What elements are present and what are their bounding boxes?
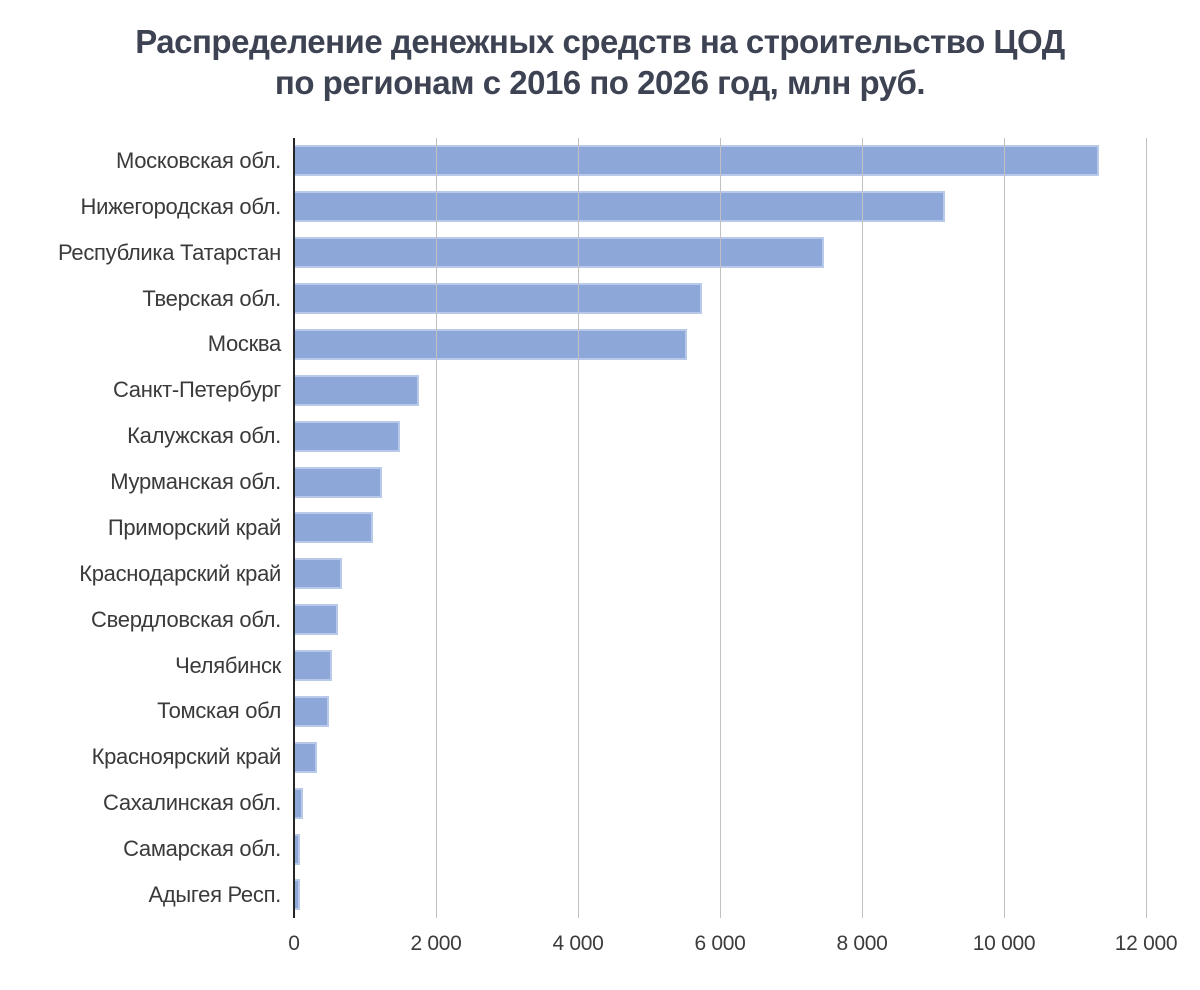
category-label: Томская обл: [157, 698, 281, 724]
value-axis: 0 2 000 4 000 6 000 8 000 10 000 12 000: [288, 932, 1177, 966]
bar-row: [294, 230, 1146, 276]
gridline: [1146, 138, 1147, 918]
bar: [294, 420, 400, 452]
plot-area: [293, 138, 1147, 918]
bar-row: [294, 551, 1146, 597]
category-label: Свердловская обл.: [91, 606, 281, 632]
bar-row: [294, 138, 1146, 184]
bar: [294, 650, 332, 682]
bar: [294, 145, 1100, 177]
gridline: [577, 138, 579, 918]
category-label: Мурманская обл.: [110, 469, 281, 495]
bar-row: [294, 780, 1146, 826]
gridline: [435, 138, 437, 918]
gridline: [861, 138, 863, 918]
bar-row: [294, 643, 1146, 689]
bar-row: [294, 689, 1146, 735]
bar: [294, 833, 301, 865]
category-axis: Московская обл. Нижегородская обл. Республ…: [0, 138, 281, 918]
category-label: Санкт-Петербург: [112, 377, 281, 403]
category-label: Московская обл.: [115, 147, 281, 173]
bar: [294, 191, 946, 223]
bar-row: [294, 413, 1146, 459]
category-label: Республика Татарстан: [57, 239, 281, 265]
bar-row: [294, 367, 1146, 413]
bar: [294, 374, 419, 406]
x-tick-label: 12 000: [1114, 932, 1178, 955]
x-tick-label: 6 000: [694, 932, 746, 955]
category-label: Тверская обл.: [142, 285, 281, 311]
category-label: Челябинск: [175, 652, 281, 678]
bar-series: [294, 138, 1146, 918]
chart-title-line1: Распределение денежных средств на строит…: [135, 23, 1065, 60]
bar: [294, 466, 383, 498]
x-tick-label: 0: [288, 932, 300, 955]
bar-row: [294, 276, 1146, 322]
category-label: Нижегородская обл.: [80, 193, 282, 219]
category-label: Сахалинская обл.: [103, 790, 281, 816]
bar-row: [294, 734, 1146, 780]
category-label: Москва: [207, 331, 282, 357]
x-tick-label: 10 000: [972, 932, 1036, 955]
category-label: Красноярский край: [91, 744, 282, 770]
bar: [294, 558, 342, 590]
bar-row: [294, 505, 1146, 551]
gridline: [720, 138, 721, 918]
bar: [294, 695, 330, 727]
category-label: Калужская обл.: [127, 423, 281, 449]
bar-row: [294, 597, 1146, 643]
bar: [294, 237, 824, 269]
bar: [294, 283, 703, 315]
bar-row: [294, 459, 1146, 505]
chart-title-line2: по регионам с 2016 по 2026 год, млн руб.: [274, 64, 926, 101]
bar-row: [294, 872, 1146, 918]
y-axis-line: [293, 138, 295, 918]
x-tick-label: 2 000: [410, 932, 462, 955]
chart-title: Распределение денежных средств на строит…: [0, 21, 1200, 103]
category-label: Самарская обл.: [123, 836, 281, 862]
bar-row: [294, 826, 1146, 872]
category-label: Краснодарский край: [79, 560, 281, 586]
bar: [294, 879, 300, 911]
x-tick-label: 4 000: [552, 932, 604, 955]
bar: [294, 741, 318, 773]
x-tick-label: 8 000: [836, 932, 888, 955]
bar-row: [294, 184, 1146, 230]
bar: [294, 604, 339, 636]
category-label: Адыгея Респ.: [148, 881, 282, 907]
bar: [294, 512, 373, 544]
bar-row: [294, 322, 1146, 368]
gridline: [1004, 138, 1005, 918]
bar: [294, 787, 303, 819]
bar: [294, 328, 687, 360]
category-label: Приморский край: [107, 514, 281, 540]
